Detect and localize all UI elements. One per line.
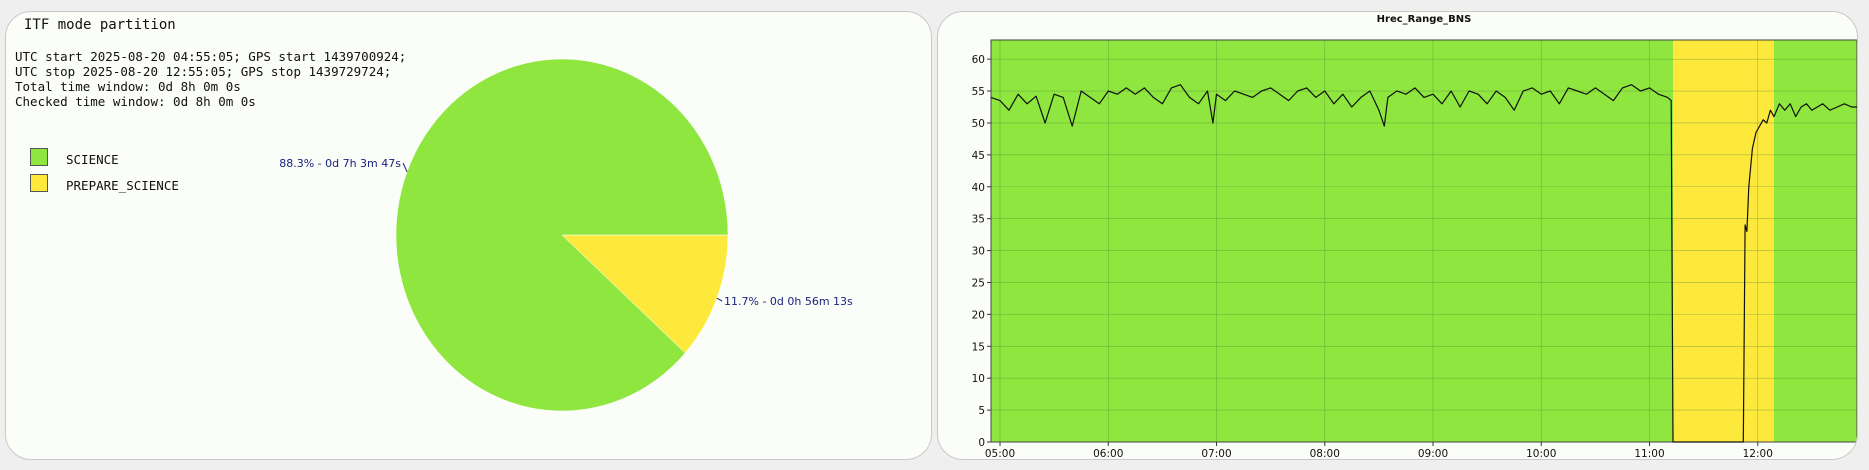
legend-label-science: SCIENCE — [66, 152, 119, 167]
panel-title: ITF mode partition — [24, 17, 176, 33]
pie-leader-line — [402, 162, 408, 172]
y-tick-label: 25 — [972, 277, 985, 289]
y-tick-label: 15 — [972, 341, 985, 353]
utc-start-line: UTC start 2025-08-20 04:55:05; GPS start… — [15, 49, 407, 64]
legend-label-prepare-science: PREPARE_SCIENCE — [66, 178, 179, 193]
y-tick-label: 20 — [972, 309, 985, 321]
pie-chart: 11.7% - 0d 0h 56m 13s 88.3% - 0d 7h 3m 47… — [279, 58, 853, 412]
series-line-hrec-range-bns — [990, 84, 1857, 443]
legend-swatch-prepare-science — [30, 174, 48, 192]
utc-stop-line: UTC stop 2025-08-20 12:55:05; GPS stop 1… — [15, 64, 392, 79]
y-tick-label: 45 — [972, 150, 985, 162]
state-band-prepare-science — [1672, 40, 1775, 442]
y-tick-label: 0 — [978, 437, 985, 449]
state-band-science — [991, 40, 1673, 442]
x-tick-label: 10:00 — [1526, 448, 1556, 460]
y-tick-label: 55 — [972, 86, 985, 98]
line-chart: Hrec_Range_BNS 0 5 10 15 20 25 30 35 40 45 50 55 60 05… — [972, 14, 1857, 460]
plot-frame — [990, 39, 1857, 443]
legend-swatch-science — [30, 148, 48, 166]
pie-slice-label: 11.7% - 0d 0h 56m 13s — [724, 295, 853, 308]
x-tick-label: 09:00 — [1418, 448, 1448, 460]
y-tick-label: 40 — [972, 182, 985, 194]
state-band-science — [1774, 40, 1857, 442]
checked-window-line: Checked time window: 0d 8h 0m 0s — [15, 94, 256, 109]
y-tick-label: 5 — [978, 405, 985, 417]
range-chart-panel: Hrec_Range_BNS 0 5 10 15 20 25 30 35 40 45 50 55 60 05… — [937, 11, 1858, 460]
chart-title: Hrec_Range_BNS — [1377, 14, 1472, 25]
y-tick-label: 50 — [972, 118, 985, 130]
x-tick-label: 06:00 — [1093, 448, 1123, 460]
mode-partition-panel: ITF mode partition UTC start 2025-08-20 … — [5, 11, 932, 460]
x-tick-label: 12:00 — [1743, 448, 1773, 460]
pie-leader-line — [716, 297, 723, 302]
x-tick-label: 07:00 — [1201, 448, 1231, 460]
x-tick-label: 05:00 — [985, 448, 1015, 460]
y-tick-label: 10 — [972, 373, 985, 385]
total-window-line: Total time window: 0d 8h 0m 0s — [15, 79, 241, 94]
pie-slice-science — [395, 58, 729, 412]
pie-slice-label: 88.3% - 0d 7h 3m 47s — [279, 157, 401, 170]
x-tick-label: 08:00 — [1310, 448, 1340, 460]
y-tick-label: 30 — [972, 246, 985, 258]
x-tick-label: 11:00 — [1634, 448, 1664, 460]
y-tick-label: 60 — [972, 54, 985, 66]
y-tick-label: 35 — [972, 214, 985, 226]
